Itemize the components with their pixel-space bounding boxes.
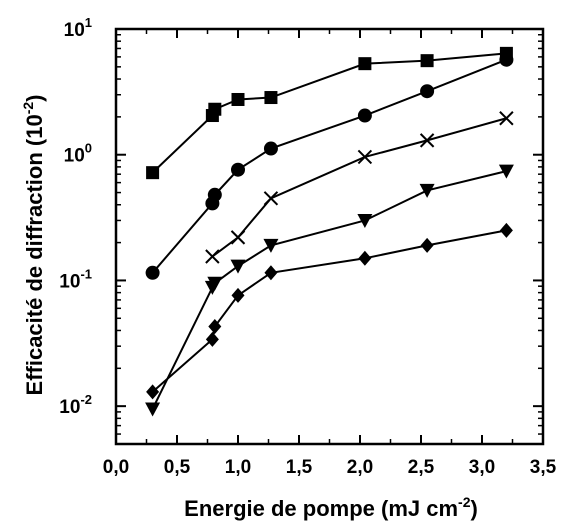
circle-marker bbox=[231, 162, 245, 177]
y-tick-base: 10 bbox=[59, 271, 80, 292]
series-diamond bbox=[146, 222, 513, 400]
circle-marker bbox=[357, 108, 372, 123]
x-tick-label: 0,5 bbox=[164, 457, 191, 478]
series-line bbox=[151, 52, 507, 174]
square-marker bbox=[420, 54, 434, 68]
circle-marker bbox=[263, 141, 278, 156]
x-axis-title: Energie de pompe (mJ cm-2) bbox=[184, 494, 478, 521]
y-tick-exponent: -2 bbox=[80, 392, 92, 407]
x-marker-stroke bbox=[230, 230, 246, 245]
y-axis-title-close: ) bbox=[22, 95, 47, 102]
x-marker bbox=[263, 191, 279, 206]
y-tick-label: 10-2 bbox=[59, 392, 92, 418]
circle-marker bbox=[207, 187, 222, 202]
square-marker bbox=[264, 91, 278, 105]
y-tick-exponent: 1 bbox=[85, 15, 92, 30]
x-marker-stroke bbox=[205, 249, 220, 264]
y-axis-title: Efficacité de diffraction (10-2) bbox=[20, 95, 47, 396]
x-axis-title-sup: -2 bbox=[458, 494, 471, 510]
ticks bbox=[115, 28, 544, 445]
series-circle bbox=[145, 52, 514, 280]
x-marker-stroke bbox=[499, 111, 514, 126]
y-tick-exponent: -1 bbox=[80, 266, 92, 281]
x-marker-stroke bbox=[419, 133, 435, 148]
triangle-down-marker bbox=[263, 238, 279, 253]
square-marker bbox=[146, 166, 160, 180]
x-tick-label: 2,0 bbox=[347, 457, 373, 478]
circle-marker bbox=[145, 265, 160, 280]
series-x bbox=[205, 111, 514, 264]
triangle-down-marker bbox=[207, 276, 223, 291]
x-marker-stroke bbox=[263, 191, 279, 206]
series bbox=[145, 46, 514, 417]
x-tick-label: 3,5 bbox=[530, 457, 557, 478]
x-tick-label: 2,5 bbox=[408, 457, 435, 478]
triangle-down-marker bbox=[498, 164, 514, 179]
series-line bbox=[151, 170, 507, 410]
y-tick-base: 10 bbox=[59, 397, 80, 418]
y-axis-title-sup: -2 bbox=[20, 102, 36, 115]
y-tick-exponent: 0 bbox=[85, 141, 92, 156]
square-marker bbox=[231, 92, 245, 106]
x-marker-stroke bbox=[357, 149, 373, 165]
diamond-marker bbox=[264, 265, 278, 281]
x-tick-label: 1,0 bbox=[225, 457, 251, 478]
diamond-marker bbox=[499, 222, 513, 238]
x-marker bbox=[357, 149, 373, 165]
x-marker bbox=[205, 249, 220, 264]
series-line bbox=[211, 117, 507, 258]
diamond-marker bbox=[231, 287, 245, 303]
square-marker bbox=[208, 102, 222, 116]
diamond-marker bbox=[208, 319, 222, 335]
circle-marker bbox=[420, 84, 435, 99]
y-tick-label: 10-1 bbox=[59, 266, 92, 292]
x-marker bbox=[499, 111, 514, 126]
triangle-down-marker bbox=[419, 183, 435, 198]
x-tick-label: 0,0 bbox=[103, 457, 129, 478]
diamond-marker bbox=[146, 384, 160, 400]
x-marker bbox=[230, 230, 246, 245]
series-triangle-down bbox=[145, 164, 514, 417]
x-marker bbox=[419, 133, 435, 148]
y-axis-title-main: Efficacité de diffraction (10 bbox=[22, 114, 47, 395]
triangle-down-marker bbox=[357, 213, 373, 228]
x-tick-label: 1,5 bbox=[286, 457, 313, 478]
x-axis-title-close: ) bbox=[470, 496, 477, 521]
y-tick-base: 10 bbox=[64, 146, 85, 167]
triangle-down-marker bbox=[145, 402, 161, 417]
diamond-marker bbox=[358, 250, 372, 266]
x-tick-label: 3,0 bbox=[469, 457, 495, 478]
triangle-down-marker bbox=[230, 259, 246, 274]
x-axis-title-main: Energie de pompe (mJ cm bbox=[184, 496, 458, 521]
circle-marker bbox=[499, 52, 514, 67]
diamond-marker bbox=[420, 237, 434, 253]
y-tick-label: 101 bbox=[64, 15, 92, 41]
diamond-marker bbox=[205, 331, 219, 347]
series-square bbox=[146, 46, 513, 180]
square-marker bbox=[358, 57, 372, 71]
y-tick-label: 100 bbox=[64, 141, 92, 167]
series-line bbox=[151, 229, 507, 393]
y-tick-base: 10 bbox=[64, 20, 85, 41]
